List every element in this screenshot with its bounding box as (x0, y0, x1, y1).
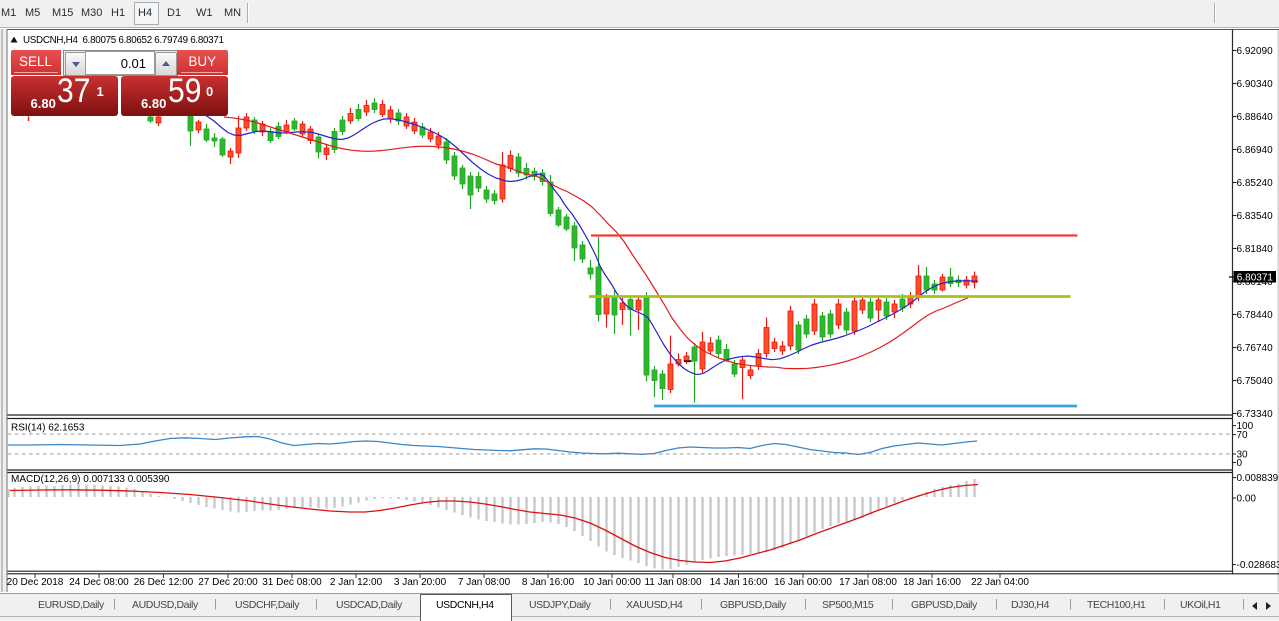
svg-text:26 Dec 12:00: 26 Dec 12:00 (134, 577, 194, 588)
svg-text:RSI(14) 62.1653: RSI(14) 62.1653 (11, 423, 85, 434)
svg-text:6.85240: 6.85240 (1237, 178, 1274, 189)
svg-text:2 Jan 12:00: 2 Jan 12:00 (330, 577, 383, 588)
svg-text:18 Jan 16:00: 18 Jan 16:00 (903, 577, 961, 588)
svg-text:3 Jan 20:00: 3 Jan 20:00 (394, 577, 447, 588)
svg-text:0: 0 (1237, 458, 1243, 469)
svg-text:6.76740: 6.76740 (1237, 343, 1274, 354)
svg-text:6.92090: 6.92090 (1237, 46, 1274, 57)
svg-text:6.73340: 6.73340 (1237, 409, 1274, 420)
svg-text:14 Jan 16:00: 14 Jan 16:00 (710, 577, 768, 588)
svg-text:-0.028683: -0.028683 (1237, 560, 1279, 571)
svg-text:6.83540: 6.83540 (1237, 211, 1274, 222)
svg-text:MACD(12,26,9) 0.007133 0.00539: MACD(12,26,9) 0.007133 0.005390 (11, 474, 170, 485)
svg-text:70: 70 (1237, 430, 1249, 441)
svg-text:6.75040: 6.75040 (1237, 376, 1274, 387)
svg-text:0.008839: 0.008839 (1237, 473, 1279, 484)
svg-text:11 Jan 08:00: 11 Jan 08:00 (644, 577, 702, 588)
svg-text:22 Jan 04:00: 22 Jan 04:00 (971, 577, 1029, 588)
svg-text:6.90340: 6.90340 (1237, 79, 1274, 90)
svg-text:8 Jan 16:00: 8 Jan 16:00 (522, 577, 575, 588)
svg-text:6.86940: 6.86940 (1237, 145, 1274, 156)
svg-text:31 Dec 08:00: 31 Dec 08:00 (262, 577, 322, 588)
svg-text:USDCNH,H4 6.80075 6.80652 6.7: USDCNH,H4 6.80075 6.80652 6.79749 6.8037… (23, 35, 224, 46)
svg-text:10 Jan 00:00: 10 Jan 00:00 (583, 577, 641, 588)
svg-text:0.00: 0.00 (1237, 494, 1257, 505)
svg-text:17 Jan 08:00: 17 Jan 08:00 (839, 577, 897, 588)
svg-text:6.80371: 6.80371 (1237, 273, 1274, 284)
svg-text:24 Dec 08:00: 24 Dec 08:00 (69, 577, 129, 588)
svg-text:6.88640: 6.88640 (1237, 112, 1274, 123)
svg-text:16 Jan 00:00: 16 Jan 00:00 (774, 577, 832, 588)
svg-text:20 Dec 2018: 20 Dec 2018 (7, 577, 64, 588)
svg-text:6.81840: 6.81840 (1237, 244, 1274, 255)
svg-text:7 Jan 08:00: 7 Jan 08:00 (458, 577, 511, 588)
svg-text:27 Dec 20:00: 27 Dec 20:00 (198, 577, 258, 588)
svg-text:6.78440: 6.78440 (1237, 310, 1274, 321)
